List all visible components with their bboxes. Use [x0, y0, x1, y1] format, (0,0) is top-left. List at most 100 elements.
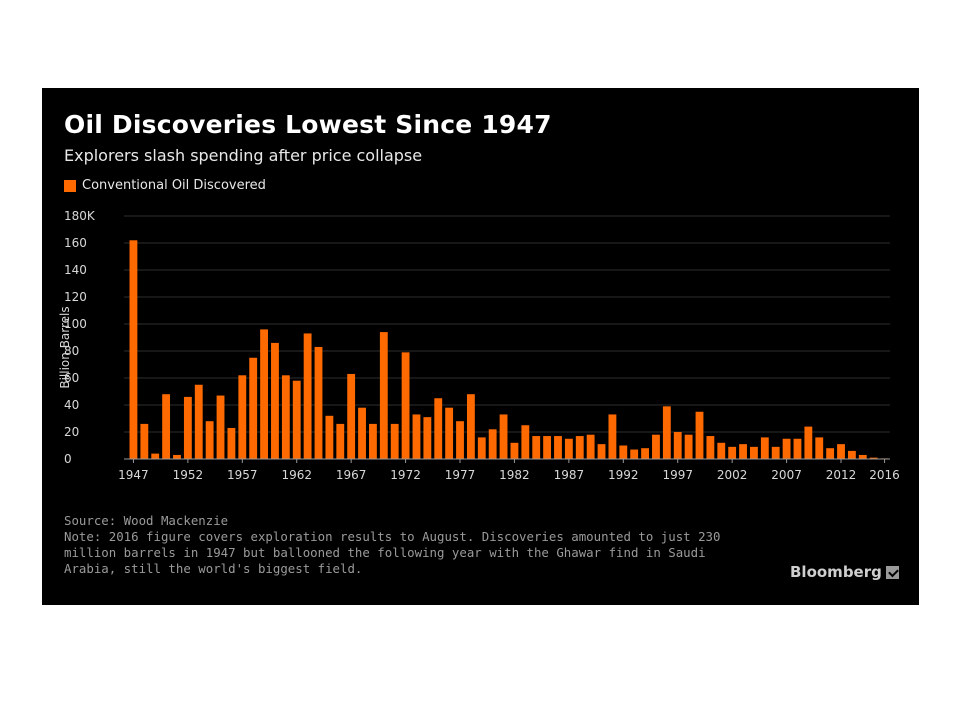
bar-1981 — [499, 414, 508, 459]
bar-1952 — [183, 396, 192, 459]
bar-1948 — [140, 423, 149, 459]
bar-1980 — [488, 429, 497, 459]
bar-2011 — [826, 448, 835, 459]
source-note: Source: Wood Mackenzie — [64, 513, 229, 528]
bar-2001 — [717, 442, 726, 459]
x-tick-label: 1982 — [499, 468, 530, 482]
bar-1998 — [684, 434, 693, 459]
bar-1977 — [456, 421, 464, 459]
legend: Conventional Oil Discovered — [64, 178, 266, 193]
bar-1969 — [369, 423, 377, 459]
bar-1954 — [205, 421, 214, 459]
bar-1964 — [314, 346, 323, 459]
bar-1999 — [695, 411, 704, 459]
bar-1971 — [390, 423, 399, 459]
bar-1979 — [477, 437, 486, 459]
bar-1993 — [630, 449, 639, 459]
y-tick-label: 80 — [64, 344, 79, 358]
bar-1963 — [303, 333, 312, 459]
bar-1953 — [194, 384, 203, 459]
bar-1986 — [554, 436, 562, 459]
x-tick-label: 1987 — [554, 468, 585, 482]
x-tick-label: 1977 — [445, 468, 476, 482]
legend-label: Conventional Oil Discovered — [82, 178, 266, 193]
y-tick-label: 100 — [64, 317, 87, 331]
bar-1950 — [162, 394, 171, 459]
bar-2015 — [869, 457, 878, 459]
bar-1997 — [673, 432, 682, 459]
bar-2006 — [771, 446, 780, 459]
bar-1976 — [445, 407, 454, 459]
bar-1992 — [619, 445, 628, 459]
bar-1955 — [216, 395, 225, 459]
y-tick-label: 20 — [64, 425, 79, 439]
bar-1990 — [597, 444, 606, 459]
bar-2013 — [847, 450, 856, 459]
x-tick-label: 1972 — [390, 468, 421, 482]
bar-1960 — [271, 342, 279, 459]
x-tick-label: 1947 — [118, 468, 149, 482]
bar-2008 — [793, 438, 802, 459]
x-tick-label: 1952 — [173, 468, 204, 482]
bar-1951 — [173, 454, 181, 459]
bar-1996 — [662, 406, 671, 459]
bar-1973 — [412, 414, 421, 459]
bar-1968 — [358, 407, 366, 459]
bar-1982 — [510, 442, 519, 459]
bar-1989 — [586, 434, 595, 459]
note-line-3: Arabia, still the world's biggest field. — [64, 561, 363, 576]
chart-panel: Oil Discoveries Lowest Since 1947 Explor… — [42, 88, 919, 605]
brand: Bloomberg — [790, 563, 899, 581]
bar-1974 — [423, 417, 432, 459]
bar-2005 — [760, 437, 769, 459]
y-tick-label: 180K — [64, 209, 96, 223]
bar-1983 — [521, 425, 530, 459]
bar-1961 — [281, 375, 290, 459]
brand-name: Bloomberg — [790, 563, 882, 581]
y-tick-label: 140 — [64, 263, 87, 277]
bar-2003 — [739, 444, 747, 459]
y-axis-label: Billion Barrels — [58, 306, 72, 388]
bar-1984 — [532, 436, 541, 459]
bar-2010 — [815, 437, 824, 459]
bar-1975 — [434, 398, 443, 459]
x-tick-label: 2012 — [826, 468, 857, 482]
bar-1958 — [249, 357, 258, 459]
x-tick-label: 1967 — [336, 468, 367, 482]
bar-1994 — [641, 448, 649, 459]
bar-1987 — [564, 438, 573, 459]
bar-1967 — [347, 373, 356, 459]
bar-1972 — [401, 352, 410, 459]
bar-2009 — [804, 426, 813, 459]
bar-2014 — [858, 454, 867, 459]
bar-1985 — [543, 436, 552, 459]
y-tick-label: 0 — [64, 452, 72, 466]
bloomberg-logo-icon — [885, 565, 899, 579]
legend-swatch — [64, 179, 76, 192]
bar-1947 — [129, 240, 138, 459]
x-tick-label: 1997 — [662, 468, 693, 482]
y-tick-label: 60 — [64, 371, 79, 385]
x-tick-label: 2007 — [771, 468, 802, 482]
bar-2007 — [782, 438, 791, 459]
y-tick-label: 160 — [64, 236, 87, 250]
bar-1966 — [336, 423, 345, 459]
bar-1949 — [151, 453, 160, 459]
bar-1957 — [238, 375, 247, 459]
y-tick-label: 120 — [64, 290, 87, 304]
bar-2002 — [728, 446, 737, 459]
bar-1956 — [227, 427, 236, 459]
x-tick-label: 1992 — [608, 468, 639, 482]
note-line-1: Note: 2016 figure covers exploration res… — [64, 529, 721, 544]
bar-1978 — [466, 394, 475, 459]
y-tick-label: 40 — [64, 398, 79, 412]
chart-title: Oil Discoveries Lowest Since 1947 — [64, 110, 552, 139]
bar-1995 — [652, 434, 660, 459]
note-line-2: million barrels in 1947 but ballooned th… — [64, 545, 706, 560]
x-tick-label: 2002 — [717, 468, 748, 482]
bar-1959 — [260, 329, 268, 459]
x-tick-label: 1962 — [281, 468, 312, 482]
x-tick-label: 2016 — [869, 468, 900, 482]
bar-1962 — [292, 380, 301, 459]
bar-1970 — [379, 332, 388, 459]
